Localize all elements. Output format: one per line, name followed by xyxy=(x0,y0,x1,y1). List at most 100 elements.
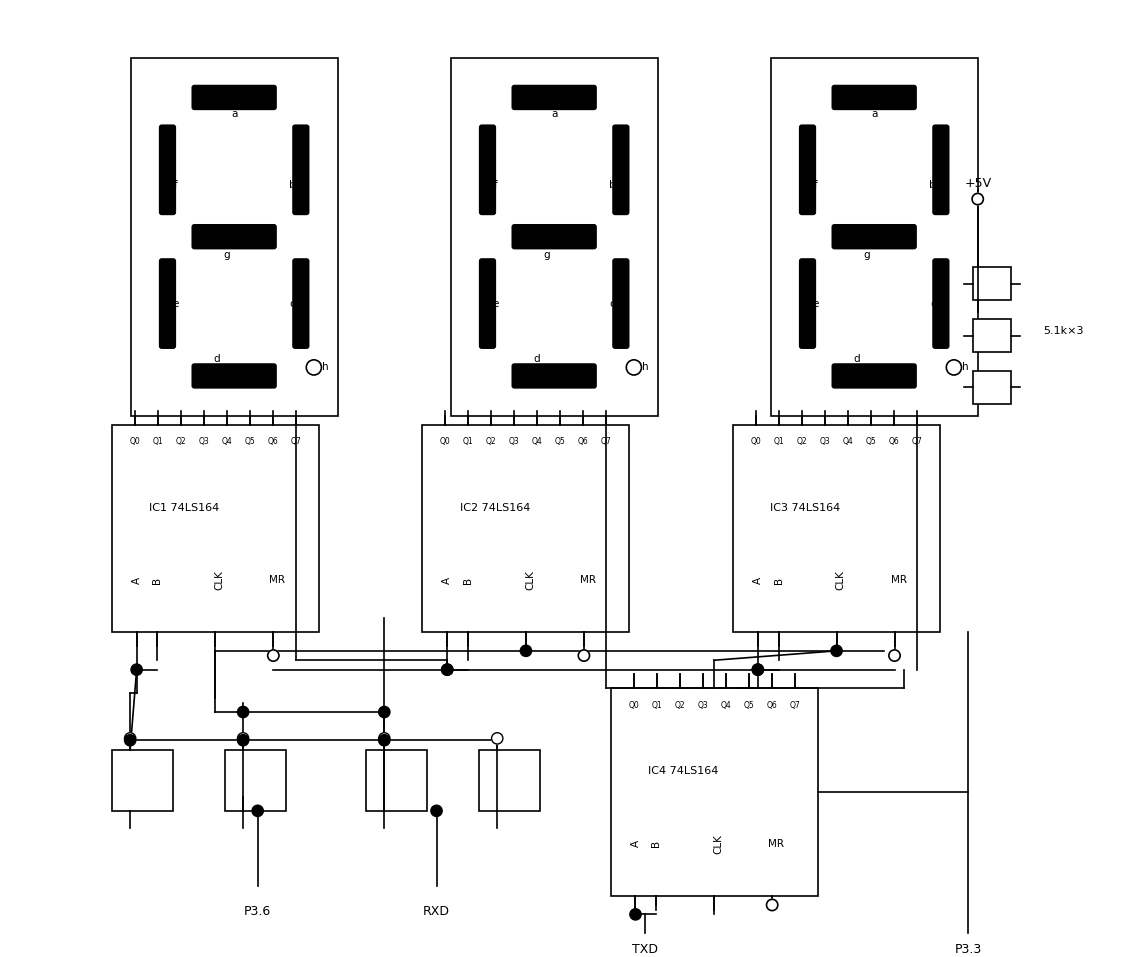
Bar xyxy=(225,749,286,811)
Text: Q3: Q3 xyxy=(509,437,520,446)
FancyBboxPatch shape xyxy=(932,258,950,349)
Text: IC2 74LS164: IC2 74LS164 xyxy=(460,502,531,513)
FancyBboxPatch shape xyxy=(292,124,309,215)
Text: d: d xyxy=(213,354,220,364)
Circle shape xyxy=(306,360,322,375)
Circle shape xyxy=(441,664,453,676)
Text: Q7: Q7 xyxy=(602,437,612,446)
Text: CLK: CLK xyxy=(713,834,723,854)
Text: CLK: CLK xyxy=(214,570,225,590)
Text: h: h xyxy=(642,363,649,372)
Text: A: A xyxy=(442,577,453,584)
Bar xyxy=(770,57,978,415)
Text: 5.1k×3: 5.1k×3 xyxy=(1044,325,1084,336)
FancyBboxPatch shape xyxy=(159,258,176,349)
Text: Q2: Q2 xyxy=(796,437,807,446)
Bar xyxy=(112,749,173,811)
Text: A: A xyxy=(132,577,142,584)
Text: e: e xyxy=(493,299,499,308)
Text: Q3: Q3 xyxy=(697,701,708,709)
Text: Q5: Q5 xyxy=(555,437,566,446)
Bar xyxy=(973,370,1011,404)
FancyBboxPatch shape xyxy=(612,124,629,215)
Bar xyxy=(131,57,338,415)
Text: MR: MR xyxy=(890,575,906,586)
Text: b: b xyxy=(610,180,617,190)
Bar xyxy=(973,267,1011,300)
Text: B: B xyxy=(463,577,473,584)
Circle shape xyxy=(579,650,589,661)
FancyBboxPatch shape xyxy=(511,224,597,250)
Text: MR: MR xyxy=(768,838,784,849)
Circle shape xyxy=(378,735,390,746)
Text: Q5: Q5 xyxy=(744,701,754,709)
Circle shape xyxy=(492,733,503,744)
Text: Q1: Q1 xyxy=(774,437,784,446)
Text: B: B xyxy=(651,840,661,847)
Text: Q3: Q3 xyxy=(198,437,210,446)
Text: Q6: Q6 xyxy=(578,437,589,446)
Bar xyxy=(733,425,940,632)
Bar xyxy=(423,425,629,632)
Bar xyxy=(611,688,818,896)
Text: IC1 74LS164: IC1 74LS164 xyxy=(149,502,219,513)
Text: b: b xyxy=(929,180,936,190)
FancyBboxPatch shape xyxy=(799,124,816,215)
Circle shape xyxy=(431,805,442,816)
Circle shape xyxy=(767,900,778,911)
Text: Q6: Q6 xyxy=(888,437,900,446)
Text: a: a xyxy=(231,109,237,120)
Text: A: A xyxy=(630,840,641,847)
Text: Q7: Q7 xyxy=(912,437,923,446)
Text: Q1: Q1 xyxy=(463,437,473,446)
Text: Q0: Q0 xyxy=(440,437,450,446)
Text: IC3 74LS164: IC3 74LS164 xyxy=(770,502,841,513)
Circle shape xyxy=(752,664,763,676)
Text: g: g xyxy=(543,250,550,260)
Text: A: A xyxy=(753,577,763,584)
Circle shape xyxy=(378,733,390,744)
FancyBboxPatch shape xyxy=(511,364,597,389)
FancyBboxPatch shape xyxy=(191,85,277,110)
Circle shape xyxy=(520,645,532,657)
Circle shape xyxy=(947,360,961,375)
FancyBboxPatch shape xyxy=(832,364,917,389)
Text: CLK: CLK xyxy=(525,570,535,590)
Circle shape xyxy=(889,650,900,661)
Text: a: a xyxy=(871,109,878,120)
Text: f: f xyxy=(174,180,178,190)
Text: Q4: Q4 xyxy=(221,437,233,446)
Circle shape xyxy=(831,645,842,657)
Text: RXD: RXD xyxy=(423,905,450,918)
Bar xyxy=(366,749,427,811)
Bar xyxy=(112,425,319,632)
Text: Q1: Q1 xyxy=(152,437,163,446)
Bar xyxy=(973,319,1011,352)
Text: Q0: Q0 xyxy=(751,437,761,446)
Text: e: e xyxy=(813,299,819,308)
Text: Q4: Q4 xyxy=(842,437,854,446)
Text: d: d xyxy=(534,354,540,364)
Circle shape xyxy=(630,909,641,920)
Text: P3.3: P3.3 xyxy=(955,943,982,956)
Text: Q1: Q1 xyxy=(651,701,662,709)
FancyBboxPatch shape xyxy=(612,258,629,349)
Text: Q5: Q5 xyxy=(865,437,877,446)
Text: Q6: Q6 xyxy=(767,701,777,709)
Circle shape xyxy=(252,805,264,816)
Circle shape xyxy=(125,735,136,746)
Text: P3.6: P3.6 xyxy=(244,905,272,918)
Text: f: f xyxy=(814,180,817,190)
Text: Q0: Q0 xyxy=(628,701,639,709)
Text: d: d xyxy=(854,354,861,364)
Circle shape xyxy=(125,733,136,744)
Text: Q6: Q6 xyxy=(267,437,278,446)
FancyBboxPatch shape xyxy=(479,124,496,215)
Text: Q7: Q7 xyxy=(290,437,301,446)
Text: Q2: Q2 xyxy=(674,701,685,709)
FancyBboxPatch shape xyxy=(799,258,816,349)
Text: Q2: Q2 xyxy=(486,437,496,446)
Text: h: h xyxy=(963,363,968,372)
Text: Q5: Q5 xyxy=(244,437,256,446)
Text: Q3: Q3 xyxy=(819,437,831,446)
